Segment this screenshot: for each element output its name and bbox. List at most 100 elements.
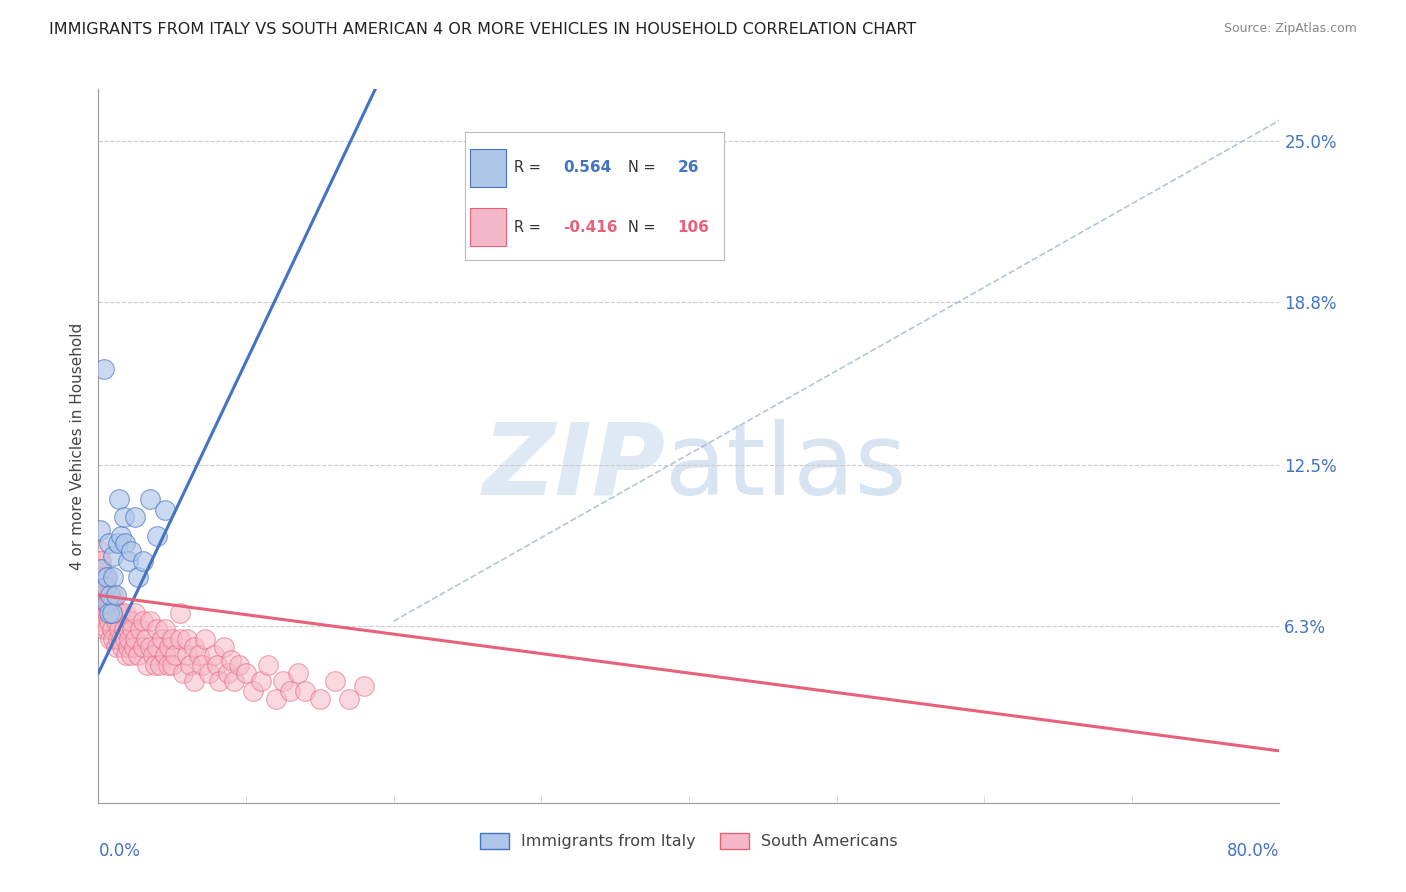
Point [89, 544, 111, 558]
Point [280, 684, 302, 698]
Point [120, 648, 142, 662]
Point [135, 632, 157, 647]
Point [89, 581, 111, 595]
Point [139, 614, 162, 628]
Y-axis label: 4 or more Vehicles in Household: 4 or more Vehicles in Household [69, 322, 84, 570]
Point [128, 622, 150, 636]
Point [96, 607, 118, 621]
Point [89, 554, 111, 568]
Point [191, 658, 214, 673]
Point [90, 562, 112, 576]
Point [309, 692, 332, 706]
Point [127, 570, 149, 584]
Point [169, 632, 191, 647]
Point [187, 648, 209, 662]
Point [112, 510, 135, 524]
Point [198, 666, 221, 681]
Point [172, 666, 194, 681]
Point [183, 640, 205, 654]
Point [115, 648, 138, 662]
Text: IMMIGRANTS FROM ITALY VS SOUTH AMERICAN 4 OR MORE VEHICLES IN HOUSEHOLD CORRELAT: IMMIGRANTS FROM ITALY VS SOUTH AMERICAN … [49, 22, 917, 37]
Point [89, 588, 111, 602]
Point [90, 596, 112, 610]
Point [98, 588, 121, 602]
Point [98, 607, 121, 621]
Point [103, 607, 125, 621]
Point [90, 562, 112, 576]
Point [127, 648, 149, 662]
Point [114, 536, 136, 550]
Point [90, 588, 112, 602]
Point [111, 640, 134, 654]
Point [94, 570, 117, 584]
Point [97, 614, 120, 628]
Point [103, 632, 125, 647]
Point [91, 570, 114, 584]
Point [117, 554, 139, 568]
Point [176, 648, 198, 662]
Point [120, 614, 142, 628]
Point [136, 658, 159, 673]
Point [264, 692, 287, 706]
Point [91, 596, 114, 610]
Point [96, 596, 118, 610]
Point [121, 622, 143, 636]
Point [96, 570, 118, 584]
Point [165, 648, 187, 662]
Point [153, 502, 176, 516]
Point [208, 673, 231, 688]
Point [132, 554, 155, 568]
Point [108, 492, 131, 507]
Point [150, 632, 173, 647]
Point [98, 632, 121, 647]
Point [96, 622, 118, 636]
Point [217, 666, 239, 681]
Point [94, 596, 117, 610]
Point [139, 492, 162, 507]
Point [94, 581, 117, 595]
Point [110, 607, 132, 621]
Point [96, 588, 118, 602]
Point [339, 692, 361, 706]
Point [124, 632, 146, 647]
Point [105, 588, 128, 602]
Point [139, 640, 162, 654]
Point [107, 536, 129, 550]
Point [110, 528, 132, 542]
Point [90, 554, 112, 568]
Point [142, 648, 165, 662]
Text: Source: ZipAtlas.com: Source: ZipAtlas.com [1223, 22, 1357, 36]
Point [194, 632, 217, 647]
Point [132, 614, 155, 628]
Point [242, 684, 264, 698]
Point [212, 640, 235, 654]
Point [224, 673, 246, 688]
Point [93, 588, 115, 602]
Point [107, 632, 129, 647]
Point [124, 607, 146, 621]
Point [100, 607, 122, 621]
Point [183, 673, 205, 688]
Point [162, 632, 183, 647]
Point [132, 640, 155, 654]
Point [153, 648, 176, 662]
Text: ZIP: ZIP [482, 419, 665, 516]
Point [91, 622, 114, 636]
Point [91, 581, 114, 595]
Point [294, 684, 316, 698]
Point [103, 549, 125, 564]
Point [105, 640, 128, 654]
Point [323, 673, 346, 688]
Point [162, 658, 183, 673]
Point [105, 614, 128, 628]
Point [149, 658, 172, 673]
Point [153, 622, 176, 636]
Point [205, 658, 228, 673]
Point [90, 570, 112, 584]
Point [93, 607, 115, 621]
Point [122, 640, 145, 654]
Point [94, 614, 117, 628]
Point [108, 622, 131, 636]
Point [110, 632, 132, 647]
Point [112, 622, 135, 636]
